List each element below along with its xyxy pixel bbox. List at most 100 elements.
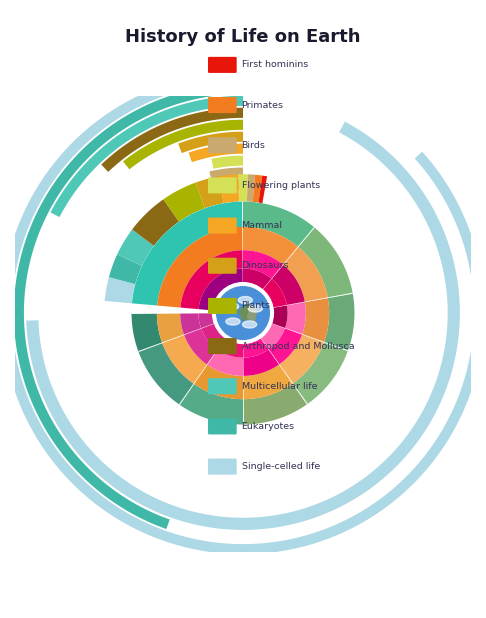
Polygon shape: [198, 313, 216, 328]
Polygon shape: [101, 108, 243, 172]
Polygon shape: [132, 201, 354, 425]
Polygon shape: [104, 277, 135, 303]
Polygon shape: [243, 350, 279, 376]
Polygon shape: [217, 336, 227, 350]
Polygon shape: [243, 384, 307, 425]
Polygon shape: [242, 201, 243, 227]
Polygon shape: [117, 229, 154, 266]
Polygon shape: [248, 305, 262, 312]
Polygon shape: [285, 302, 306, 334]
Polygon shape: [283, 247, 298, 265]
Polygon shape: [207, 350, 243, 376]
Polygon shape: [287, 302, 305, 305]
Polygon shape: [243, 365, 293, 399]
Polygon shape: [157, 313, 180, 314]
Polygon shape: [178, 132, 243, 153]
Polygon shape: [243, 201, 314, 247]
Polygon shape: [302, 298, 329, 342]
Text: Arthropod and Mollusca: Arthropod and Mollusca: [242, 342, 354, 350]
Text: Plants: Plants: [242, 302, 271, 310]
Polygon shape: [226, 318, 240, 325]
Polygon shape: [242, 227, 243, 250]
Polygon shape: [201, 323, 227, 350]
Polygon shape: [133, 203, 353, 423]
Polygon shape: [298, 227, 353, 298]
Polygon shape: [189, 143, 243, 162]
Text: History of Life on Earth: History of Life on Earth: [125, 28, 361, 46]
Polygon shape: [243, 250, 283, 279]
Polygon shape: [132, 313, 157, 314]
Polygon shape: [184, 328, 217, 365]
Polygon shape: [302, 334, 324, 342]
Polygon shape: [243, 336, 269, 358]
Text: First hominins: First hominins: [242, 61, 308, 69]
Polygon shape: [243, 376, 244, 399]
Polygon shape: [269, 328, 302, 365]
Polygon shape: [239, 304, 254, 320]
Circle shape: [217, 287, 269, 339]
Polygon shape: [0, 68, 486, 558]
Polygon shape: [271, 305, 287, 308]
Polygon shape: [238, 174, 248, 201]
Polygon shape: [163, 182, 205, 222]
Polygon shape: [259, 323, 285, 350]
Polygon shape: [179, 384, 243, 425]
Circle shape: [212, 282, 274, 344]
Polygon shape: [283, 247, 328, 302]
Polygon shape: [305, 297, 328, 302]
Polygon shape: [225, 303, 239, 310]
Polygon shape: [14, 84, 243, 529]
Polygon shape: [238, 297, 252, 303]
Polygon shape: [211, 156, 243, 169]
Polygon shape: [198, 268, 288, 358]
Polygon shape: [270, 305, 288, 328]
Polygon shape: [247, 306, 257, 322]
Polygon shape: [219, 174, 239, 203]
Text: Mammal: Mammal: [242, 221, 282, 230]
Polygon shape: [285, 328, 302, 334]
Polygon shape: [201, 323, 216, 329]
Polygon shape: [195, 176, 224, 208]
Text: Multicellular life: Multicellular life: [242, 382, 317, 391]
Polygon shape: [328, 293, 353, 298]
Polygon shape: [261, 279, 287, 308]
Polygon shape: [184, 328, 201, 335]
Polygon shape: [298, 227, 314, 247]
Polygon shape: [26, 122, 460, 530]
Text: Birds: Birds: [242, 141, 265, 150]
Polygon shape: [272, 265, 305, 305]
Polygon shape: [243, 399, 244, 425]
Polygon shape: [269, 349, 279, 365]
Polygon shape: [243, 227, 298, 265]
Polygon shape: [180, 313, 201, 334]
Text: Dinosaurs: Dinosaurs: [242, 261, 289, 270]
Polygon shape: [270, 323, 285, 328]
Polygon shape: [109, 255, 142, 284]
Polygon shape: [2, 72, 484, 554]
Polygon shape: [157, 227, 329, 399]
Polygon shape: [247, 174, 255, 202]
Polygon shape: [209, 167, 243, 181]
Polygon shape: [157, 313, 184, 342]
Polygon shape: [199, 268, 243, 311]
Polygon shape: [157, 227, 243, 308]
Polygon shape: [162, 334, 207, 384]
Polygon shape: [193, 365, 208, 384]
Polygon shape: [232, 179, 243, 190]
Polygon shape: [123, 120, 243, 169]
Polygon shape: [162, 334, 184, 343]
Polygon shape: [324, 294, 354, 351]
Polygon shape: [193, 365, 243, 399]
Polygon shape: [253, 175, 262, 203]
Polygon shape: [279, 364, 293, 384]
Polygon shape: [243, 321, 257, 328]
Polygon shape: [138, 342, 193, 404]
Polygon shape: [51, 96, 243, 217]
Polygon shape: [259, 336, 269, 350]
Polygon shape: [259, 176, 267, 203]
Polygon shape: [132, 200, 179, 246]
Polygon shape: [271, 265, 283, 279]
Polygon shape: [279, 334, 324, 384]
Polygon shape: [38, 108, 448, 518]
Polygon shape: [179, 384, 194, 405]
